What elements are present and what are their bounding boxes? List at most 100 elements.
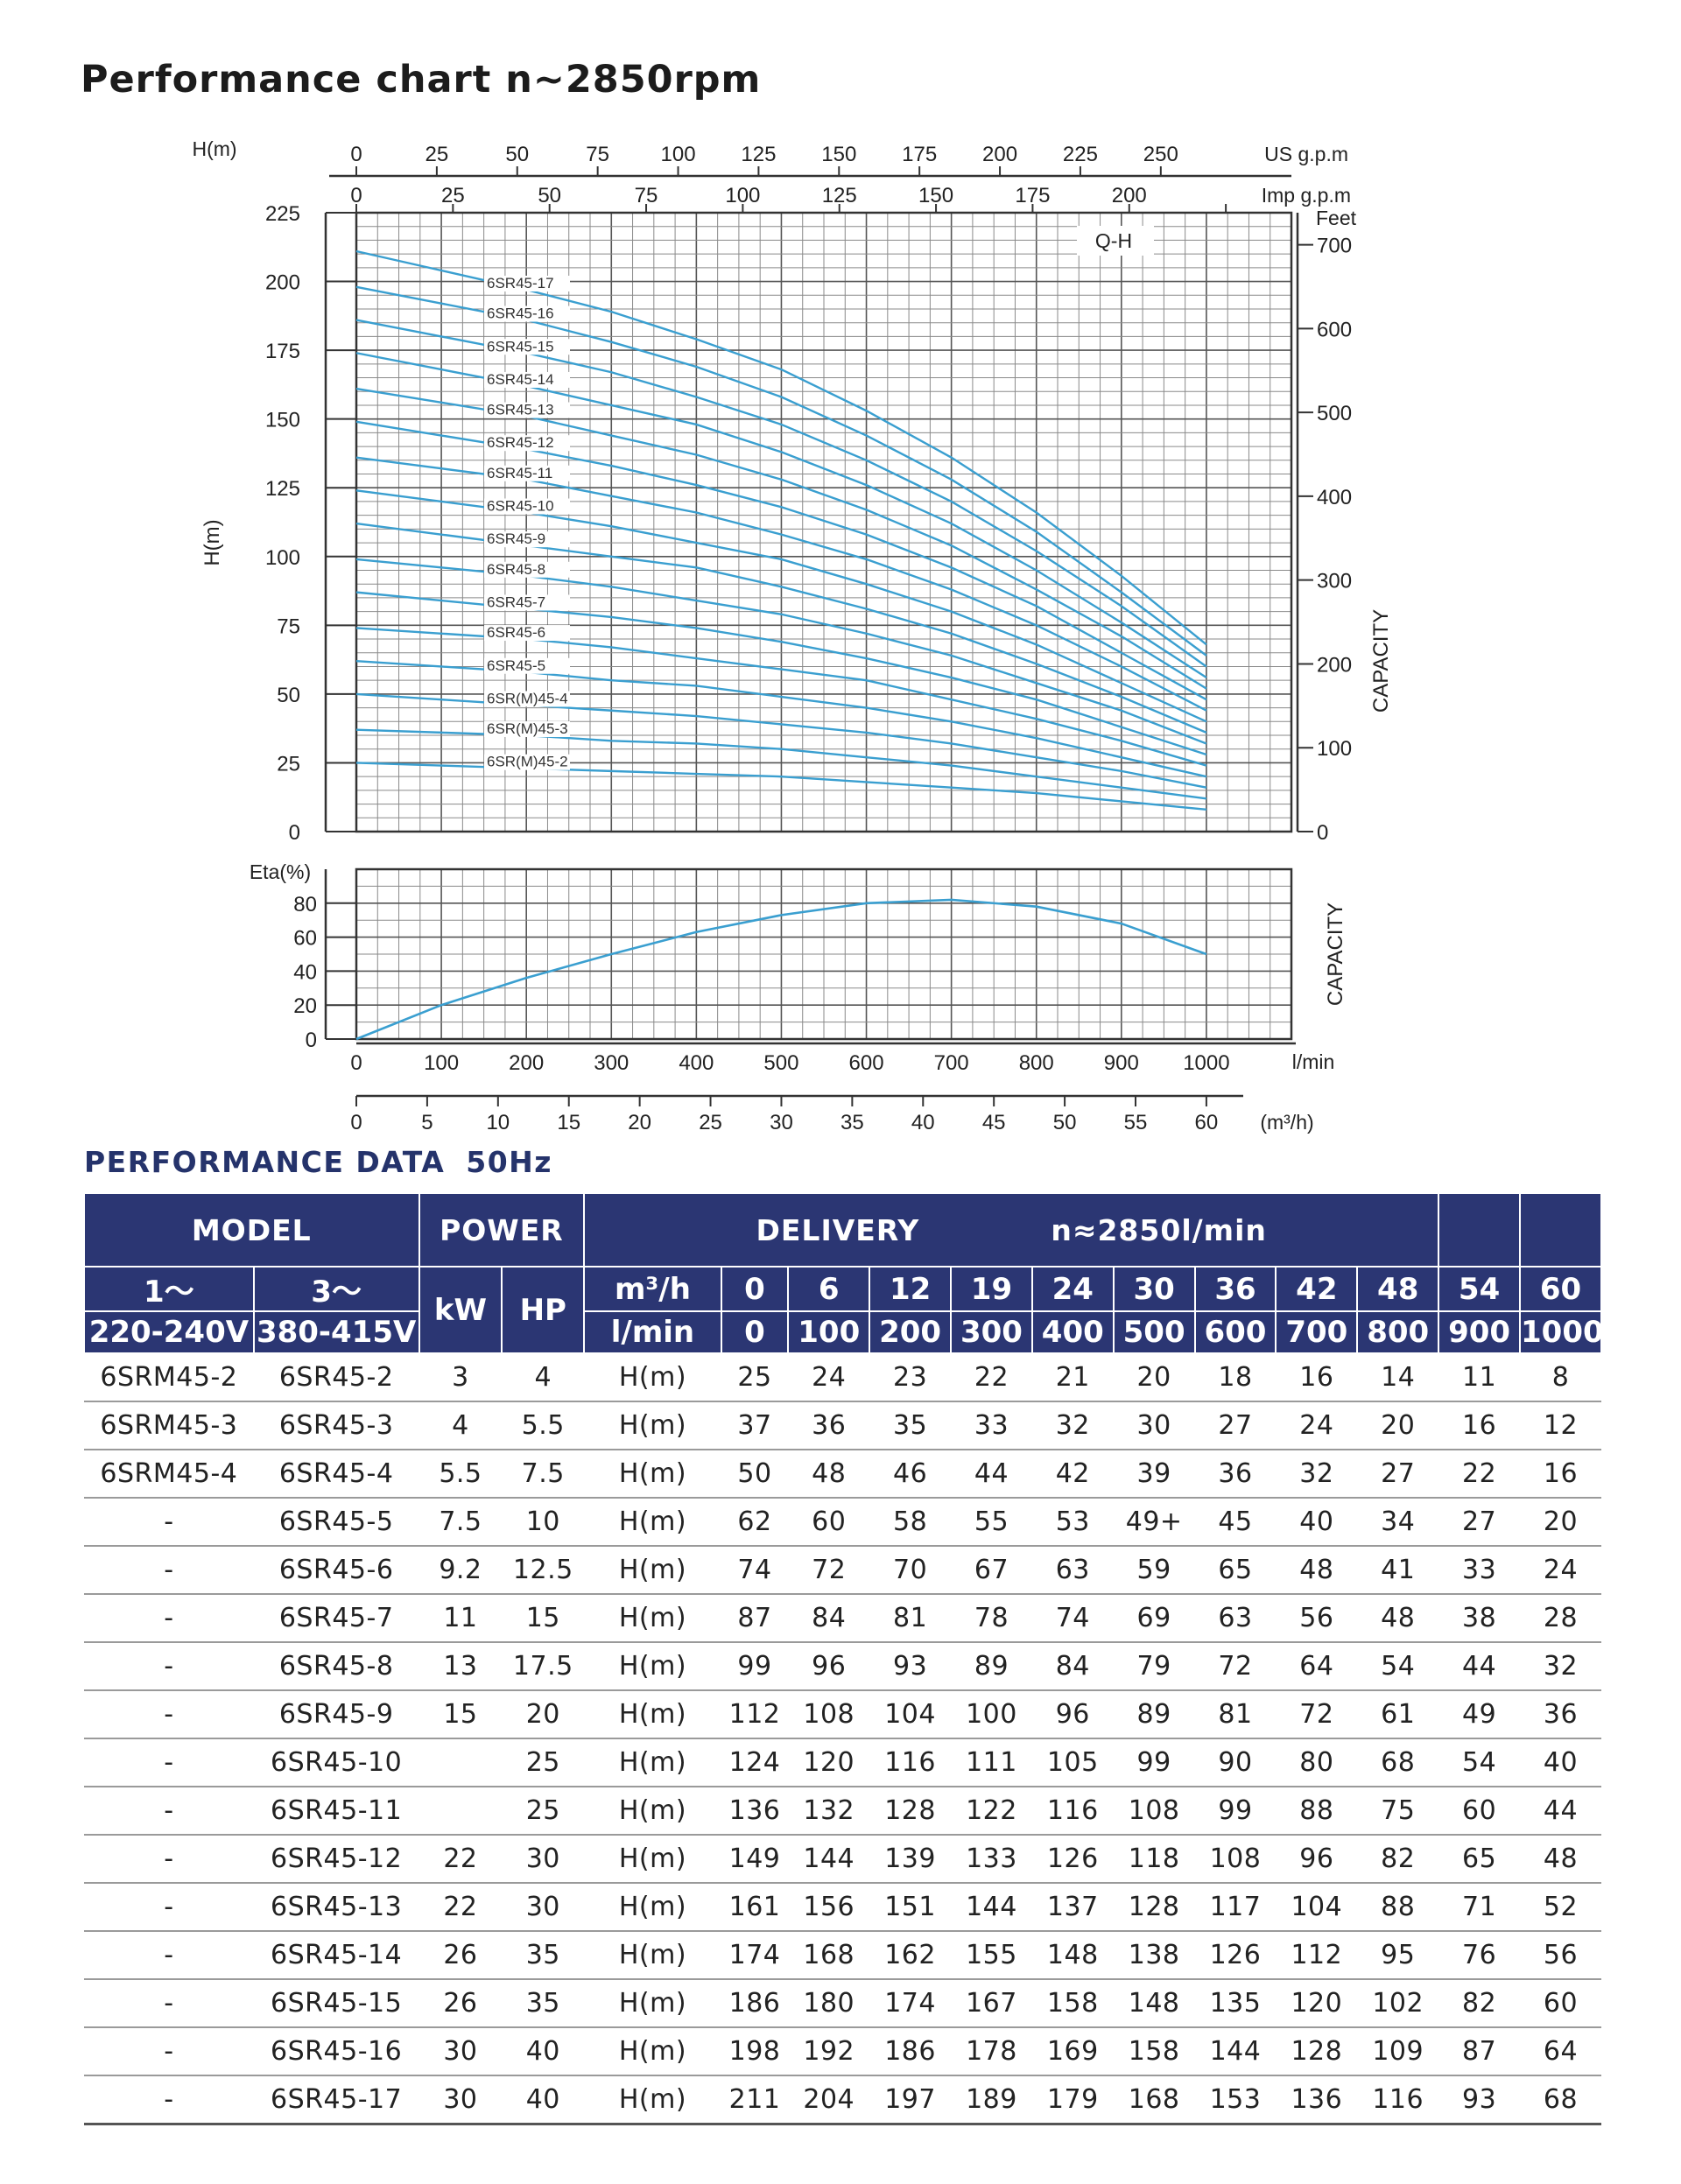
qh-series-labels: 6SR(M)45-2 6SR(M)45-3 6SR(M)45-4 6SR45-5 6SR… <box>484 275 570 770</box>
head-value: 96 <box>788 1642 870 1691</box>
single-phase-model: 6SRM45-2 <box>84 1353 254 1402</box>
series-label-bg <box>484 531 570 548</box>
eta-curve <box>355 898 1207 1041</box>
head-value: 81 <box>1194 1690 1277 1739</box>
head-unit: H(m) <box>584 1450 721 1499</box>
lmin-value: 0 <box>720 1310 790 1354</box>
head-unit: H(m) <box>584 1401 721 1450</box>
single-phase-model: - <box>84 2027 254 2076</box>
right-axis-title: CAPACITY <box>1369 609 1393 713</box>
page-title: Performance chart n~2850rpm <box>81 58 762 102</box>
single-phase-model: - <box>84 2075 254 2125</box>
hp-value: 4 <box>502 1353 585 1402</box>
left-axis-unit-label: H(m) <box>192 137 236 160</box>
m3h-value: 36 <box>1193 1266 1277 1312</box>
three-phase-model: 6SR45-16 <box>253 2027 419 2076</box>
head-value: 156 <box>788 1883 870 1932</box>
kw-value: 13 <box>418 1642 503 1691</box>
head-value: 112 <box>1276 1931 1358 1980</box>
m3h-tick-label: 50 <box>1053 1111 1077 1134</box>
three-phase-model: 6SR45-7 <box>253 1594 419 1643</box>
head-value: 25 <box>721 1353 789 1402</box>
head-value: 93 <box>869 1642 952 1691</box>
us-tick-label: 125 <box>741 143 776 166</box>
single-phase-model: - <box>84 1883 254 1932</box>
right-tick-label: 200 <box>1317 653 1352 677</box>
unit-lmin: l/min <box>583 1310 722 1354</box>
single-phase-model: - <box>84 1690 254 1739</box>
hp-value: 30 <box>502 1883 585 1932</box>
flow-axes: 0 100 200 300 400 500 600 700 800 900 1000 l/min 0 5 1… <box>350 1042 1334 1134</box>
three-phase-model: 6SR45-8 <box>253 1642 419 1691</box>
head-value: 186 <box>721 1979 789 2028</box>
lmin-value: 600 <box>1193 1310 1277 1354</box>
right-axis-unit-label: Feet <box>1316 207 1357 229</box>
lmin-value: 400 <box>1030 1310 1115 1354</box>
head-value: 63 <box>1194 1594 1277 1643</box>
head-value: 126 <box>1031 1835 1114 1884</box>
head-value: 186 <box>869 2027 952 2076</box>
head-value: 144 <box>1194 2027 1277 2076</box>
head-value: 104 <box>869 1690 952 1739</box>
table-row: -6SR45-7 11 15 H(m) 87 84 81 78 74 69 63 56 48 38 28 <box>84 1594 1601 1643</box>
lmin-tick-label: 1000 <box>1183 1051 1229 1075</box>
imp-tick-label: 175 <box>1015 184 1050 207</box>
series-label: 6SR(M)45-2 <box>487 754 568 770</box>
imp-axis-label: Imp g.p.m <box>1262 184 1351 207</box>
head-value: 88 <box>1357 1883 1439 1932</box>
head-value: 32 <box>1520 1642 1601 1691</box>
head-value: 128 <box>869 1787 952 1836</box>
m3h-tick-label: 45 <box>982 1111 1006 1134</box>
head-value: 46 <box>869 1450 952 1499</box>
eta-tick-label: 60 <box>293 927 317 951</box>
m3h-tick-label: 20 <box>628 1111 651 1134</box>
kw-value: 26 <box>418 1931 503 1980</box>
m3h-value: 19 <box>950 1266 1033 1312</box>
series-label: 6SR45-14 <box>487 371 554 388</box>
head-unit: H(m) <box>584 1883 721 1932</box>
left-tick-label: 125 <box>265 477 300 501</box>
head-value: 24 <box>1276 1401 1358 1450</box>
head-value: 20 <box>1520 1498 1601 1547</box>
head-value: 87 <box>1438 2027 1520 2076</box>
m3h-value: 24 <box>1030 1266 1115 1312</box>
head-value: 33 <box>1438 1546 1520 1595</box>
head-value: 76 <box>1438 1931 1520 1980</box>
head-value: 38 <box>1438 1594 1520 1643</box>
head-value: 22 <box>951 1353 1032 1402</box>
head-value: 30 <box>1113 1401 1195 1450</box>
m3h-tick-label: 5 <box>421 1111 433 1134</box>
head-value: 20 <box>1357 1401 1439 1450</box>
head-value: 128 <box>1276 2027 1358 2076</box>
table-row: -6SR45-15 26 35 H(m) 186 180 174 167 158 148 135 12… <box>84 1979 1601 2028</box>
head-value: 36 <box>1194 1450 1277 1499</box>
left-tick-label: 0 <box>289 821 300 845</box>
m3h-tick-label: 10 <box>486 1111 510 1134</box>
lmin-value: 200 <box>869 1310 953 1354</box>
m3h-value: 60 <box>1519 1266 1602 1312</box>
kw-value: 11 <box>418 1594 503 1643</box>
head-value: 139 <box>869 1835 952 1884</box>
head-value: 33 <box>951 1401 1032 1450</box>
three-phase-model: 6SR45-4 <box>253 1450 419 1499</box>
series-label: 6SR(M)45-3 <box>487 720 568 737</box>
head-value: 211 <box>721 2075 789 2125</box>
lmin-value: 900 <box>1438 1310 1521 1354</box>
us-tick-label: 50 <box>505 143 529 166</box>
m3h-value: 48 <box>1356 1266 1440 1312</box>
head-value: 37 <box>721 1401 789 1450</box>
head-value: 63 <box>1031 1546 1114 1595</box>
lmin-value: 1000 <box>1519 1310 1604 1354</box>
head-value: 53 <box>1031 1498 1114 1547</box>
table-row: 6SRM45-3 6SR45-3 4 5.5 H(m) 37 36 35 33 32 30 27 24 2… <box>84 1401 1601 1450</box>
eta-axes: 0 20 40 60 80 Eta(%) CAPACITY <box>250 860 1347 1052</box>
head-value: 149 <box>721 1835 789 1884</box>
head-value: 87 <box>721 1594 789 1643</box>
head-value: 89 <box>951 1642 1032 1691</box>
left-tick-label: 175 <box>265 340 300 363</box>
right-tick-label: 700 <box>1317 235 1352 258</box>
head-unit: H(m) <box>584 1979 721 2028</box>
head-value: 99 <box>1194 1787 1277 1836</box>
right-tick-label: 300 <box>1317 570 1352 593</box>
head-value: 16 <box>1438 1401 1520 1450</box>
